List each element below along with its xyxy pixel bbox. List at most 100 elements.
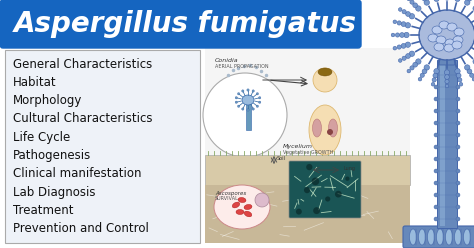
Circle shape: [296, 209, 302, 215]
Ellipse shape: [437, 229, 444, 245]
Ellipse shape: [464, 229, 471, 245]
Circle shape: [406, 12, 410, 16]
Text: Prevention and Control: Prevention and Control: [13, 222, 149, 235]
Circle shape: [235, 96, 237, 99]
Circle shape: [456, 157, 460, 161]
Circle shape: [434, 109, 438, 113]
Circle shape: [456, 145, 460, 149]
Circle shape: [470, 73, 474, 77]
Ellipse shape: [428, 34, 438, 42]
Circle shape: [402, 56, 406, 60]
Circle shape: [235, 101, 237, 103]
Ellipse shape: [244, 204, 252, 210]
Circle shape: [431, 83, 435, 86]
Circle shape: [409, 14, 415, 19]
Text: Lung: Lung: [344, 166, 356, 171]
Circle shape: [434, 181, 438, 185]
Ellipse shape: [244, 211, 252, 217]
Text: Lab Diagnosis: Lab Diagnosis: [13, 186, 95, 199]
Text: Aspergillus fumigatus: Aspergillus fumigatus: [13, 10, 356, 38]
Circle shape: [467, 69, 472, 74]
Text: Mycelium: Mycelium: [283, 144, 313, 149]
Circle shape: [242, 90, 244, 92]
Ellipse shape: [444, 44, 454, 52]
Circle shape: [467, 0, 472, 1]
Circle shape: [456, 181, 460, 185]
Circle shape: [401, 22, 406, 27]
Circle shape: [473, 6, 474, 11]
Ellipse shape: [318, 68, 332, 76]
Circle shape: [422, 0, 427, 1]
Circle shape: [345, 177, 349, 181]
Circle shape: [256, 105, 259, 107]
Circle shape: [395, 33, 400, 37]
Ellipse shape: [455, 229, 462, 245]
Circle shape: [422, 69, 427, 74]
Ellipse shape: [432, 26, 442, 34]
Text: Vegetative GROWTH: Vegetative GROWTH: [283, 150, 333, 155]
Circle shape: [325, 196, 330, 202]
Circle shape: [434, 97, 438, 101]
Circle shape: [434, 157, 438, 161]
Ellipse shape: [454, 28, 464, 36]
Ellipse shape: [328, 119, 337, 137]
Circle shape: [255, 193, 269, 207]
Circle shape: [472, 77, 474, 81]
Text: Soil: Soil: [277, 156, 286, 161]
Ellipse shape: [312, 119, 321, 137]
Circle shape: [416, 59, 421, 64]
Circle shape: [311, 178, 319, 185]
Text: SURVIVAL: SURVIVAL: [215, 196, 239, 201]
Bar: [440, 62, 445, 226]
Circle shape: [258, 96, 261, 99]
FancyBboxPatch shape: [439, 49, 455, 65]
FancyBboxPatch shape: [289, 161, 361, 218]
Circle shape: [252, 108, 255, 110]
Circle shape: [401, 43, 406, 48]
Circle shape: [304, 187, 310, 193]
Circle shape: [434, 68, 439, 74]
FancyBboxPatch shape: [5, 50, 200, 243]
Circle shape: [410, 0, 414, 4]
Circle shape: [434, 205, 438, 209]
Circle shape: [203, 73, 287, 157]
Circle shape: [456, 109, 460, 113]
Ellipse shape: [238, 197, 246, 203]
Circle shape: [391, 33, 395, 37]
Bar: [437, 60, 457, 228]
Circle shape: [418, 77, 422, 81]
Circle shape: [393, 46, 397, 50]
Circle shape: [455, 0, 460, 1]
Text: Conidia: Conidia: [215, 58, 238, 63]
Circle shape: [413, 62, 418, 67]
Circle shape: [313, 207, 320, 214]
Circle shape: [434, 121, 438, 125]
Ellipse shape: [452, 41, 462, 49]
Circle shape: [456, 205, 460, 209]
Circle shape: [432, 78, 436, 82]
Circle shape: [456, 73, 461, 78]
Circle shape: [465, 65, 470, 70]
Circle shape: [424, 65, 429, 70]
Circle shape: [400, 32, 404, 37]
Circle shape: [405, 23, 410, 28]
Text: Ascospores: Ascospores: [215, 191, 246, 196]
FancyBboxPatch shape: [0, 0, 361, 48]
Circle shape: [406, 54, 410, 58]
Circle shape: [393, 20, 397, 24]
Circle shape: [247, 109, 249, 111]
Circle shape: [433, 73, 438, 78]
Circle shape: [399, 8, 402, 11]
FancyBboxPatch shape: [403, 226, 474, 248]
Circle shape: [258, 101, 261, 103]
Circle shape: [242, 108, 244, 110]
Circle shape: [434, 133, 438, 137]
Ellipse shape: [436, 36, 446, 44]
Ellipse shape: [447, 23, 457, 31]
Circle shape: [434, 217, 438, 221]
Text: AERIAL PROPAGATION: AERIAL PROPAGATION: [215, 64, 269, 69]
Ellipse shape: [446, 229, 453, 245]
Circle shape: [473, 59, 474, 64]
Ellipse shape: [309, 105, 341, 155]
Circle shape: [445, 84, 449, 88]
